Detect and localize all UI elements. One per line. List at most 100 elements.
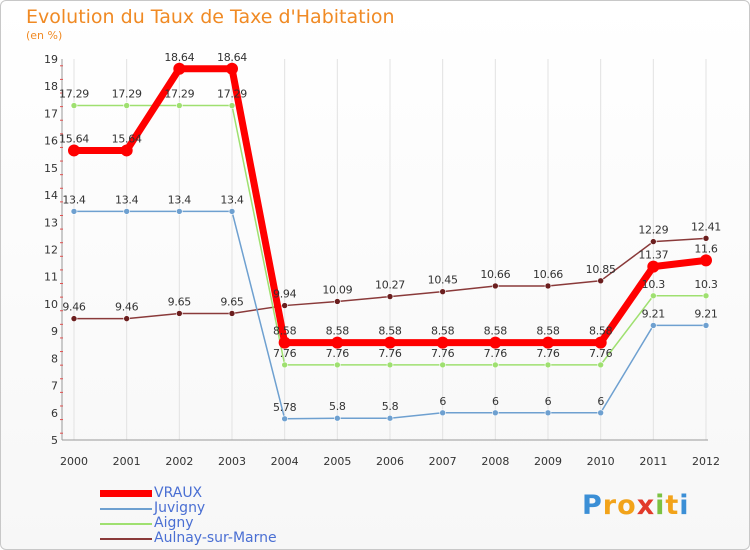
data-point xyxy=(492,361,499,369)
chart-subtitle: (en %) xyxy=(26,29,63,42)
data-label: 8.58 xyxy=(326,325,350,338)
legend-label: Aigny xyxy=(154,515,194,531)
data-point xyxy=(334,298,341,305)
data-point xyxy=(278,336,291,349)
data-point xyxy=(70,102,78,109)
data-label: 10.27 xyxy=(375,279,405,292)
data-point xyxy=(650,322,657,329)
data-label: 5.8 xyxy=(382,400,399,413)
legend-label: Aulnay-sur-Marne xyxy=(154,530,277,546)
data-point xyxy=(700,254,712,267)
data-point xyxy=(173,62,186,75)
logo-letter: o xyxy=(617,490,637,521)
data-label: 5.78 xyxy=(273,401,297,414)
data-point xyxy=(176,310,183,317)
logo-letter: r xyxy=(602,490,618,521)
data-label: 9.65 xyxy=(220,295,244,308)
data-point xyxy=(386,361,394,369)
data-label: 9.65 xyxy=(168,295,192,308)
x-tick-label: 2012 xyxy=(692,455,720,468)
logo-letter: x xyxy=(636,490,656,521)
data-label: 7.76 xyxy=(484,347,508,360)
data-label: 10.85 xyxy=(586,263,616,276)
data-point xyxy=(597,409,604,417)
data-label: 13.4 xyxy=(220,193,244,206)
data-point xyxy=(439,409,446,417)
legend-label: Juvigny xyxy=(154,500,206,516)
legend-swatch xyxy=(100,523,152,525)
data-point xyxy=(647,260,660,273)
x-tick-label: 2000 xyxy=(60,455,88,468)
data-point xyxy=(386,293,394,300)
data-label: 9.46 xyxy=(62,301,86,314)
data-point xyxy=(489,336,502,349)
data-point xyxy=(492,409,499,417)
logo-letter: i xyxy=(655,490,666,521)
data-label: 10.3 xyxy=(642,278,666,291)
data-label: 11.37 xyxy=(638,249,668,262)
data-label: 9.94 xyxy=(273,288,297,301)
data-point xyxy=(384,336,396,349)
logo-letter: t xyxy=(665,490,680,521)
data-label: 6 xyxy=(597,395,604,408)
legend-swatch xyxy=(100,490,152,497)
y-tick-label: 10 xyxy=(44,298,58,311)
data-label: 13.4 xyxy=(115,193,139,206)
y-tick-label: 6 xyxy=(51,407,58,420)
data-point xyxy=(702,322,710,329)
x-tick-label: 2004 xyxy=(271,455,299,468)
data-label: 17.29 xyxy=(164,88,194,101)
data-label: 10.3 xyxy=(694,278,718,291)
chart-title: Evolution du Taux de Taxe d'Habitation xyxy=(26,6,395,28)
data-label: 10.66 xyxy=(480,268,510,281)
data-label: 12.29 xyxy=(638,224,668,237)
x-tick-label: 2003 xyxy=(218,455,246,468)
x-tick-label: 2007 xyxy=(429,455,457,468)
data-point xyxy=(176,208,183,215)
data-point xyxy=(228,208,236,215)
data-label: 8.58 xyxy=(484,325,508,338)
data-label: 8.58 xyxy=(536,325,560,338)
data-point xyxy=(702,235,710,242)
data-point xyxy=(650,292,657,300)
data-point xyxy=(544,409,552,417)
data-point xyxy=(120,144,133,157)
y-tick-label: 11 xyxy=(44,271,58,284)
data-label: 7.76 xyxy=(378,347,402,360)
proxiti-logo: Proxiti xyxy=(582,490,690,521)
data-point xyxy=(228,310,236,317)
data-label: 7.76 xyxy=(536,347,560,360)
data-label: 10.45 xyxy=(428,274,458,287)
logo-letter: P xyxy=(582,490,603,521)
data-label: 7.76 xyxy=(326,347,350,360)
data-point xyxy=(226,62,238,75)
data-point xyxy=(597,361,604,369)
data-point xyxy=(123,102,130,109)
x-tick-label: 2005 xyxy=(323,455,351,468)
data-label: 13.4 xyxy=(168,193,192,206)
data-point xyxy=(123,315,130,322)
data-point xyxy=(436,336,449,349)
data-label: 6 xyxy=(492,395,499,408)
data-label: 8.58 xyxy=(273,325,297,338)
y-tick-label: 17 xyxy=(44,107,58,120)
data-point xyxy=(281,302,288,309)
y-tick-label: 9 xyxy=(51,325,58,338)
data-label: 18.64 xyxy=(164,51,194,64)
data-label: 10.09 xyxy=(322,283,352,296)
data-point xyxy=(70,315,78,322)
x-tick-label: 2001 xyxy=(113,455,141,468)
line-chart: 5 6 7 8 9 10 11 12 13 14 15 16 17 18 19 2000 2001 2002 200… xyxy=(44,51,721,468)
data-label: 17.29 xyxy=(217,88,247,101)
y-tick-label: 15 xyxy=(44,162,58,175)
data-point xyxy=(650,238,657,245)
data-point xyxy=(176,102,183,109)
legend-label: VRAUX xyxy=(154,485,203,501)
data-point xyxy=(702,292,710,300)
data-label: 8.58 xyxy=(378,325,402,338)
data-label: 11.6 xyxy=(694,242,718,255)
data-label: 6 xyxy=(439,395,446,408)
x-tick-label: 2002 xyxy=(165,455,193,468)
data-label: 7.76 xyxy=(589,347,613,360)
